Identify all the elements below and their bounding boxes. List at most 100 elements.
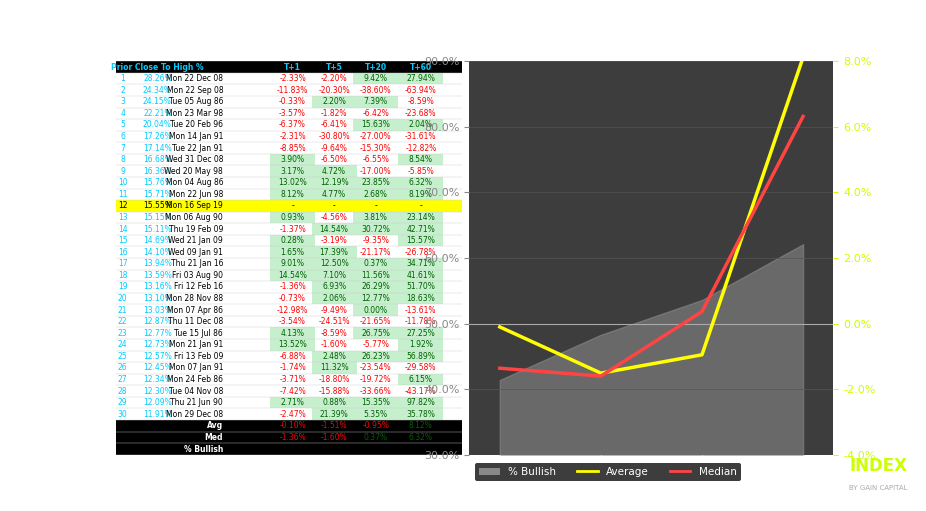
Text: 6.32%: 6.32% xyxy=(408,433,432,442)
Text: 18.63%: 18.63% xyxy=(407,294,435,303)
Bar xyxy=(116,385,462,397)
Text: 15: 15 xyxy=(118,236,128,245)
Text: 12.30%: 12.30% xyxy=(143,387,171,396)
Text: Mon 22 Dec 08: Mon 22 Dec 08 xyxy=(166,74,223,83)
Text: -1.36%: -1.36% xyxy=(279,433,306,442)
Bar xyxy=(270,212,315,223)
Text: 53.6%: 53.6% xyxy=(364,445,388,453)
Bar xyxy=(398,235,444,246)
Text: 11.56%: 11.56% xyxy=(361,271,390,280)
Text: 12.09%: 12.09% xyxy=(143,398,171,407)
Text: -6.88%: -6.88% xyxy=(280,352,306,361)
Text: -13.61%: -13.61% xyxy=(405,306,436,315)
Bar xyxy=(311,177,357,189)
Text: 0.88%: 0.88% xyxy=(322,398,346,407)
Bar xyxy=(398,293,444,305)
Text: 17.26%: 17.26% xyxy=(143,132,171,141)
Bar xyxy=(116,270,462,281)
Text: -29.58%: -29.58% xyxy=(405,363,436,373)
Bar xyxy=(311,362,357,374)
Text: 12.34%: 12.34% xyxy=(143,375,171,384)
Text: Tue 04 Nov 08: Tue 04 Nov 08 xyxy=(169,387,223,396)
Text: 15.63%: 15.63% xyxy=(361,121,390,129)
Text: Mon 04 Aug 86: Mon 04 Aug 86 xyxy=(166,178,223,188)
Text: Wed 20 May 98: Wed 20 May 98 xyxy=(165,167,223,176)
Bar xyxy=(116,362,462,374)
Text: CITY: CITY xyxy=(820,457,861,475)
Text: 24: 24 xyxy=(118,340,128,350)
Text: -38.60%: -38.60% xyxy=(360,86,392,95)
Text: 27: 27 xyxy=(118,375,128,384)
Line: Median: Median xyxy=(500,117,803,376)
Text: -63.94%: -63.94% xyxy=(405,86,437,95)
Text: 0.00%: 0.00% xyxy=(364,306,388,315)
Text: -1.51%: -1.51% xyxy=(320,422,347,430)
Text: 3.81%: 3.81% xyxy=(364,213,388,222)
Text: -5.77%: -5.77% xyxy=(362,340,389,350)
Text: -15.30%: -15.30% xyxy=(360,144,392,153)
Bar xyxy=(116,432,462,443)
Text: 12.50%: 12.50% xyxy=(319,260,348,268)
Bar xyxy=(353,328,398,339)
Bar xyxy=(311,258,357,270)
Text: 14.10%: 14.10% xyxy=(143,248,171,257)
Text: -3.19%: -3.19% xyxy=(320,236,347,245)
Text: Mon 29 Dec 08: Mon 29 Dec 08 xyxy=(166,410,223,419)
Bar xyxy=(311,351,357,362)
Text: 17.39%: 17.39% xyxy=(319,248,348,257)
Text: Thu 21 Jun 90: Thu 21 Jun 90 xyxy=(170,398,223,407)
Text: 13.03%: 13.03% xyxy=(143,306,172,315)
Bar xyxy=(398,281,444,293)
Text: -2.33%: -2.33% xyxy=(279,74,306,83)
Text: INDEX: INDEX xyxy=(849,457,907,475)
Text: -0.10%: -0.10% xyxy=(279,422,306,430)
Bar xyxy=(116,154,462,166)
Text: 4.72%: 4.72% xyxy=(322,167,346,176)
Text: 6.32%: 6.32% xyxy=(408,178,432,188)
Bar xyxy=(353,189,398,200)
Text: -26.78%: -26.78% xyxy=(405,248,436,257)
Text: 97.82%: 97.82% xyxy=(407,398,435,407)
Text: -3.54%: -3.54% xyxy=(279,317,306,326)
Text: Wed 21 Jan 09: Wed 21 Jan 09 xyxy=(169,236,223,245)
Text: Thu 19 Feb 09: Thu 19 Feb 09 xyxy=(169,225,223,234)
Bar xyxy=(116,143,462,154)
Text: 12.77%: 12.77% xyxy=(361,294,390,303)
Bar xyxy=(353,351,398,362)
Text: Tue 05 Aug 86: Tue 05 Aug 86 xyxy=(169,97,223,106)
Bar xyxy=(116,84,462,96)
Bar xyxy=(270,328,315,339)
Bar xyxy=(116,235,462,246)
Text: 8.19%: 8.19% xyxy=(408,190,432,199)
Text: -1.74%: -1.74% xyxy=(279,363,306,373)
Bar xyxy=(398,177,444,189)
Text: 30: 30 xyxy=(118,410,128,419)
Text: 26: 26 xyxy=(118,363,128,373)
Median xyxy=(797,113,808,120)
Bar xyxy=(116,177,462,189)
Text: Fri 13 Feb 09: Fri 13 Feb 09 xyxy=(174,352,223,361)
Text: 6: 6 xyxy=(120,132,125,141)
Average xyxy=(797,54,808,60)
Text: 29: 29 xyxy=(118,398,128,407)
Bar xyxy=(398,154,444,166)
Text: 15.11%: 15.11% xyxy=(143,225,171,234)
Text: -5.85%: -5.85% xyxy=(407,167,434,176)
Bar xyxy=(353,258,398,270)
Bar xyxy=(398,397,444,408)
Text: 11.91%: 11.91% xyxy=(143,410,171,419)
Text: 3: 3 xyxy=(120,97,125,106)
Text: -2.20%: -2.20% xyxy=(320,74,347,83)
Text: 0.28%: 0.28% xyxy=(281,236,305,245)
Text: 10: 10 xyxy=(118,178,128,188)
Text: Mon 22 Jun 98: Mon 22 Jun 98 xyxy=(169,190,223,199)
Bar xyxy=(398,119,444,131)
Text: -11.78%: -11.78% xyxy=(405,317,436,326)
Text: 8.12%: 8.12% xyxy=(409,422,432,430)
Text: Tue 15 Jul 86: Tue 15 Jul 86 xyxy=(174,329,223,338)
Text: 2.04%: 2.04% xyxy=(408,121,432,129)
Text: 26.29%: 26.29% xyxy=(361,283,390,291)
Text: 11.32%: 11.32% xyxy=(319,363,348,373)
Text: 12.87%: 12.87% xyxy=(143,317,171,326)
Bar xyxy=(116,293,462,305)
